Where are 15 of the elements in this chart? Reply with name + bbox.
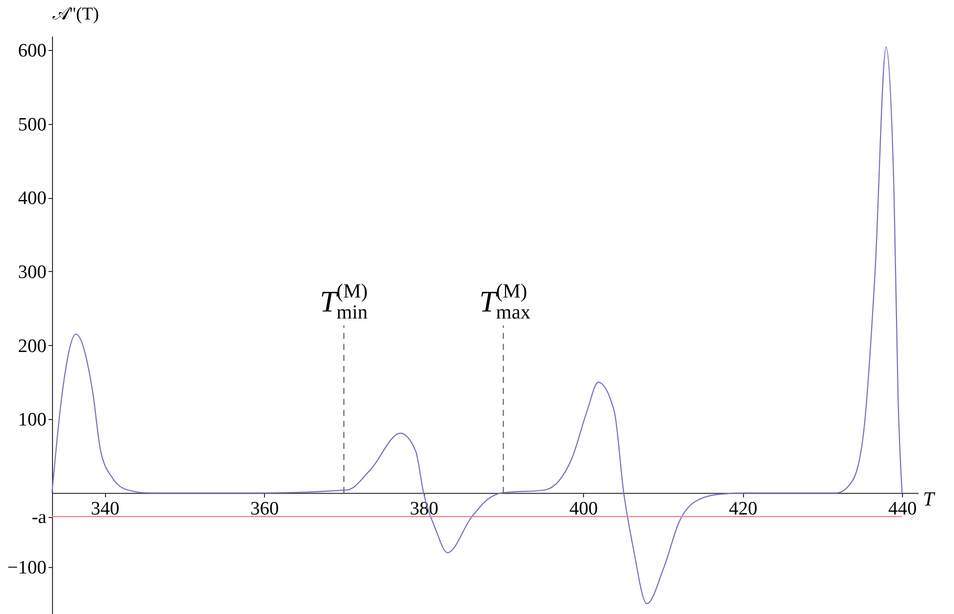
y-tick-label: 100 — [18, 410, 46, 431]
x-axis-title: T — [922, 488, 936, 510]
y-tick-label: 200 — [18, 336, 46, 357]
x-tick-label: 420 — [728, 498, 758, 520]
y-tick-label: -a — [32, 507, 48, 528]
y-tick-label: 400 — [18, 188, 46, 210]
y-tick-label: −100 — [7, 557, 46, 578]
y-tick-label: 300 — [18, 262, 46, 283]
y-axis-title: 𝒜''(T) — [52, 4, 99, 24]
x-tick-label: 440 — [888, 498, 917, 520]
y-tick-label: 500 — [18, 114, 46, 136]
y-tick-label: 600 — [18, 40, 46, 62]
x-tick-label: 340 — [90, 498, 120, 520]
x-tick-label: 400 — [569, 498, 598, 520]
x-tick-label: 360 — [250, 498, 279, 520]
